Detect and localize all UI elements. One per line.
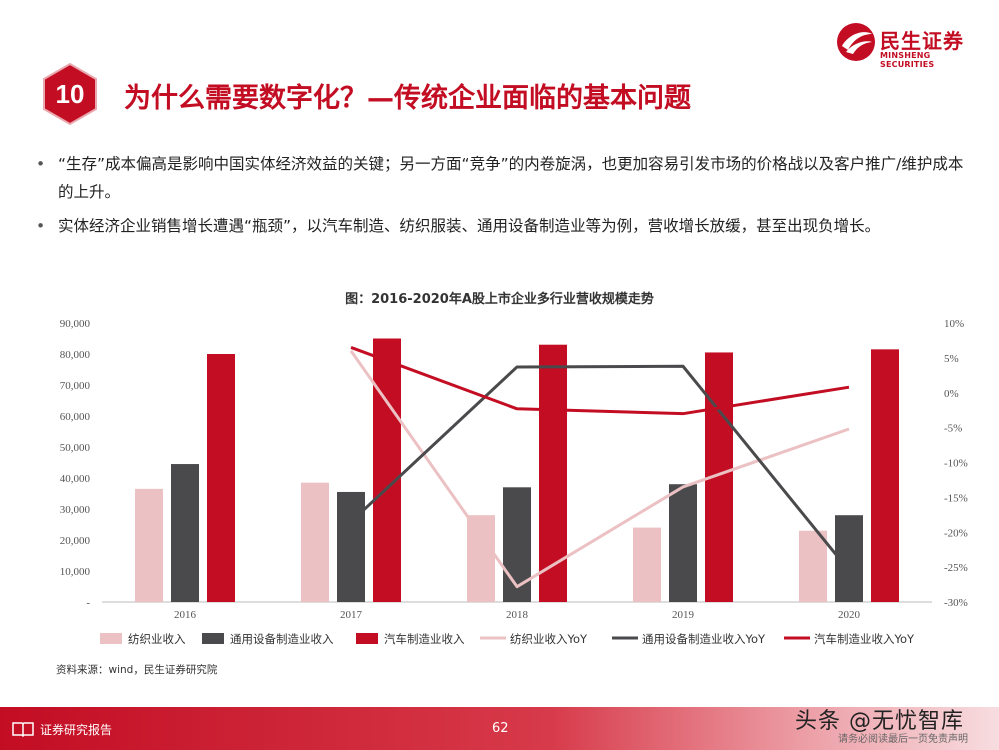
bullet-dot-icon: • bbox=[36, 217, 46, 235]
x-tick-label: 2018 bbox=[506, 609, 529, 621]
y-tick-label: 60,000 bbox=[60, 411, 91, 423]
bar-2 bbox=[337, 491, 365, 602]
line-series-3 bbox=[350, 346, 850, 416]
y-tick-label: 40,000 bbox=[60, 473, 91, 485]
bar-3 bbox=[207, 354, 235, 602]
y-tick-label: 10,000 bbox=[60, 566, 91, 578]
y-tick-label: 80,000 bbox=[60, 349, 91, 361]
bullet-item: • “生存”成本偏高是影响中国实体经济效益的关键；另一方面“竞争”的内卷旋涡，也… bbox=[34, 150, 964, 206]
bullet-text: 实体经济企业销售增长遭遇“瓶颈”，以汽车制造、纺织服装、通用设备制造业等为例，营… bbox=[58, 217, 881, 235]
brand-name-en: MINSHENG SECURITIES bbox=[880, 51, 935, 69]
x-tick-label: 2016 bbox=[174, 609, 197, 621]
legend-label: 纺织业收入 bbox=[128, 632, 186, 646]
section-number: 10 bbox=[55, 79, 85, 109]
legend-label: 通用设备制造业收入 bbox=[230, 632, 334, 646]
legend-label: 通用设备制造业收入YoY bbox=[642, 632, 766, 646]
y-tick-label: 30,000 bbox=[60, 504, 91, 516]
y-tick-label: 70,000 bbox=[60, 380, 91, 392]
y2-tick-label: -15% bbox=[944, 492, 968, 504]
brand-name-cn: 民生证券 bbox=[880, 29, 964, 53]
bar-3 bbox=[871, 349, 899, 602]
bullet-dot-icon: • bbox=[36, 155, 46, 173]
disclaimer-note: 请务必阅读最后一页免责声明 bbox=[838, 734, 968, 745]
legend-label: 汽车制造业收入 bbox=[384, 632, 465, 646]
y2-tick-label: -5% bbox=[944, 423, 962, 435]
y2-tick-label: 0% bbox=[944, 388, 959, 400]
bar-2 bbox=[171, 464, 199, 602]
y2-tick-label: -10% bbox=[944, 458, 968, 470]
section-badge-icon bbox=[43, 62, 97, 126]
y-tick-label: - bbox=[86, 597, 90, 609]
bar-1 bbox=[799, 530, 827, 602]
chart-title: 图：2016-2020年A股上市企业多行业营收规模走势 bbox=[345, 292, 654, 307]
bullet-item: • 实体经济企业销售增长遭遇“瓶颈”，以汽车制造、纺织服装、通用设备制造业等为例… bbox=[34, 212, 964, 240]
footer-label: 证券研究报告 bbox=[40, 723, 113, 737]
y2-tick-label: -25% bbox=[944, 562, 968, 574]
bar-2 bbox=[669, 484, 697, 602]
watermark: 头条 @无忧智库 bbox=[795, 709, 964, 734]
legend-swatch bbox=[202, 633, 224, 644]
book-icon bbox=[12, 722, 34, 737]
y2-tick-label: 10% bbox=[944, 318, 964, 330]
bar-2 bbox=[503, 487, 531, 602]
line-series-2 bbox=[349, 364, 851, 572]
x-tick-label: 2017 bbox=[340, 609, 363, 621]
y2-tick-label: -20% bbox=[944, 527, 968, 539]
y-tick-label: 90,000 bbox=[60, 318, 91, 330]
x-tick-label: 2020 bbox=[838, 609, 861, 621]
legend-swatch bbox=[100, 633, 122, 644]
y2-tick-label: -30% bbox=[944, 597, 968, 609]
footer-bar: 证券研究报告 62 请务必阅读最后一页免责声明 bbox=[0, 707, 999, 750]
source-note: 资料来源：wind，民生证券研究院 bbox=[56, 664, 218, 676]
y-tick-label: 20,000 bbox=[60, 535, 91, 547]
y-tick-label: 50,000 bbox=[60, 442, 91, 454]
bar-1 bbox=[135, 488, 163, 602]
revenue-chart: - 10,000 20,000 30,000 40,000 50,000 60,000 70,… bbox=[60, 318, 968, 646]
x-tick-label: 2019 bbox=[672, 609, 695, 621]
bar-1 bbox=[301, 482, 329, 602]
bar-1 bbox=[633, 527, 661, 602]
line-series-1 bbox=[349, 350, 850, 589]
page-number: 62 bbox=[492, 721, 509, 736]
minsheng-logo-icon bbox=[837, 23, 875, 61]
bar-3 bbox=[373, 338, 401, 602]
bullet-text: “生存”成本偏高是影响中国实体经济效益的关键；另一方面“竞争”的内卷旋涡，也更加… bbox=[58, 155, 964, 201]
bullet-list: • “生存”成本偏高是影响中国实体经济效益的关键；另一方面“竞争”的内卷旋涡，也… bbox=[34, 150, 964, 246]
legend-swatch bbox=[356, 633, 378, 644]
bar-1 bbox=[467, 515, 495, 602]
legend-label: 纺织业收入YoY bbox=[510, 632, 588, 646]
page-title: 为什么需要数字化？—传统企业面临的基本问题 bbox=[124, 83, 691, 114]
brand-logo: 民生证券 MINSHENG SECURITIES bbox=[836, 22, 986, 69]
legend-label: 汽车制造业收入YoY bbox=[814, 632, 915, 646]
y2-tick-label: 5% bbox=[944, 353, 959, 365]
